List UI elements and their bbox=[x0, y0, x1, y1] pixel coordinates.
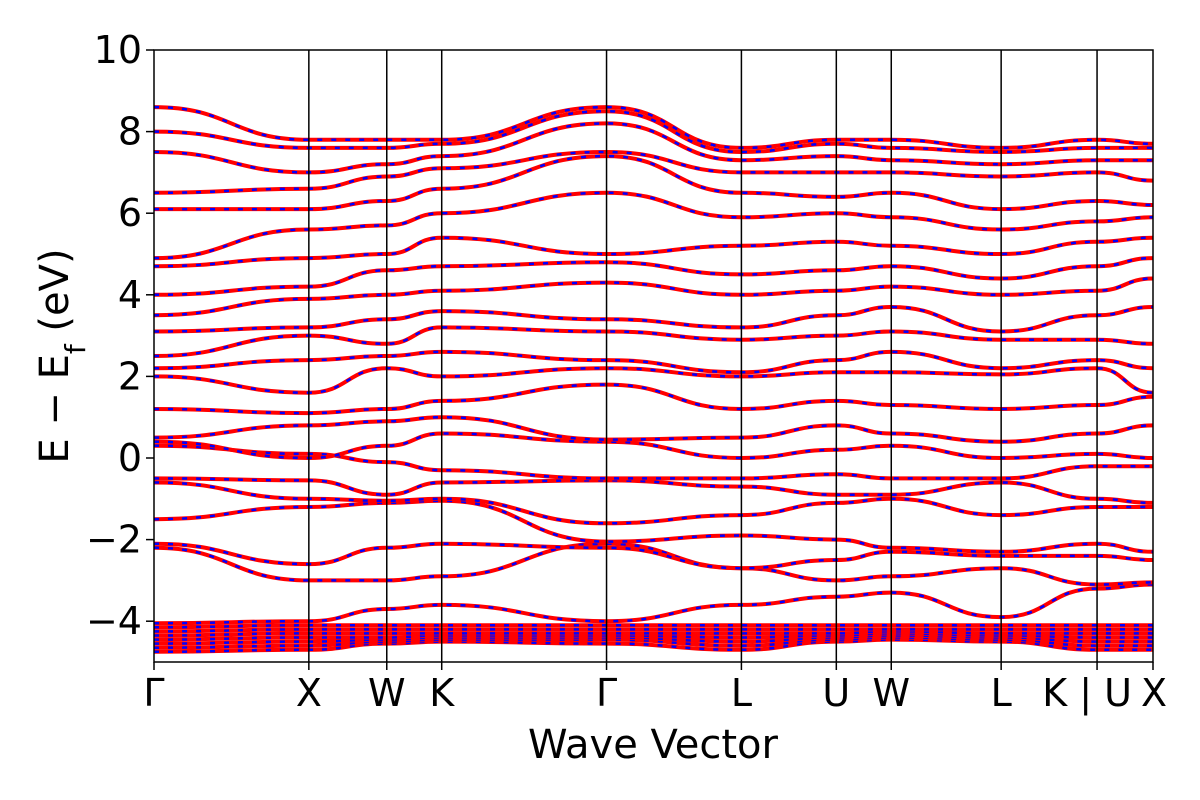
y-tick-label: 6 bbox=[118, 191, 142, 235]
band-line-up bbox=[154, 623, 1153, 630]
band-line-down bbox=[154, 109, 1153, 154]
x-tick-label: L bbox=[991, 671, 1012, 715]
band-line-up bbox=[154, 149, 1153, 195]
x-tick-label: U bbox=[822, 671, 850, 715]
x-axis-title: Wave Vector bbox=[528, 722, 779, 768]
band-line-up bbox=[154, 629, 1153, 638]
band-line-down bbox=[154, 499, 1153, 554]
x-tick-label: Γ bbox=[596, 671, 617, 715]
band-line-down bbox=[154, 350, 1153, 374]
band-line-up bbox=[154, 256, 1153, 297]
band-line-down bbox=[154, 542, 1153, 586]
band-line-up bbox=[154, 276, 1153, 318]
high-symmetry-lines bbox=[308, 50, 1098, 662]
band-line-up bbox=[154, 637, 1153, 654]
x-tick-label: K | U bbox=[1042, 671, 1132, 716]
x-tick-label: X bbox=[296, 671, 322, 715]
band-line-down bbox=[154, 105, 1153, 150]
y-axis-title: E − Ef (eV) bbox=[32, 248, 92, 463]
band-line-down bbox=[154, 628, 1153, 633]
band-line-down bbox=[154, 583, 1153, 625]
band-line-up bbox=[154, 498, 1153, 554]
band-line-up bbox=[154, 480, 1153, 526]
y-tick-label: 2 bbox=[118, 354, 142, 398]
x-tick-label: K bbox=[429, 671, 455, 715]
band-line-down bbox=[154, 444, 1153, 480]
band-line-down bbox=[154, 154, 1153, 211]
band-line-up bbox=[154, 190, 1153, 261]
y-axis-title-subscript: f bbox=[59, 343, 92, 354]
y-tick-label: 4 bbox=[118, 273, 142, 317]
band-line-down bbox=[154, 256, 1153, 297]
band-line-up bbox=[154, 443, 1153, 481]
y-tick-label: 0 bbox=[118, 436, 142, 480]
y-tick-label: 10 bbox=[94, 28, 142, 72]
x-tick-label: Γ bbox=[143, 671, 164, 715]
band-line-down bbox=[154, 326, 1153, 358]
y-axis-title-main: E − E bbox=[32, 354, 78, 464]
band-line-up bbox=[154, 476, 1153, 505]
band-line-down bbox=[154, 630, 1153, 637]
plot-frame bbox=[153, 49, 1154, 663]
band-line-down bbox=[154, 624, 1153, 629]
band-line-down bbox=[154, 632, 1153, 641]
band-line-up bbox=[154, 105, 1153, 150]
band-line-down bbox=[154, 305, 1153, 333]
band-line-up bbox=[154, 415, 1153, 444]
band-line-up bbox=[154, 366, 1153, 395]
x-tick-label: W bbox=[368, 671, 406, 715]
band-line-down bbox=[154, 634, 1153, 645]
x-tick-label: W bbox=[872, 671, 910, 715]
bands-layer bbox=[154, 105, 1153, 654]
y-tick-label: 8 bbox=[118, 110, 142, 154]
y-axis: 10 8 6 4 2 0 −2 −4 bbox=[86, 28, 154, 643]
x-tick-label: X bbox=[1141, 671, 1167, 715]
band-line-down bbox=[154, 236, 1153, 268]
band-line-down bbox=[154, 415, 1153, 443]
x-tick-label: L bbox=[731, 671, 752, 715]
y-tick-label: −2 bbox=[86, 518, 142, 562]
band-line-up bbox=[154, 235, 1153, 269]
band-line-up bbox=[154, 304, 1153, 334]
band-line-up bbox=[154, 635, 1153, 650]
band-line-down bbox=[154, 481, 1153, 525]
band-line-down bbox=[154, 191, 1153, 260]
y-axis-title-unit: (eV) bbox=[32, 248, 78, 344]
y-tick-label: −4 bbox=[86, 599, 142, 643]
band-line-down bbox=[154, 383, 1153, 415]
band-line-up bbox=[154, 627, 1153, 634]
